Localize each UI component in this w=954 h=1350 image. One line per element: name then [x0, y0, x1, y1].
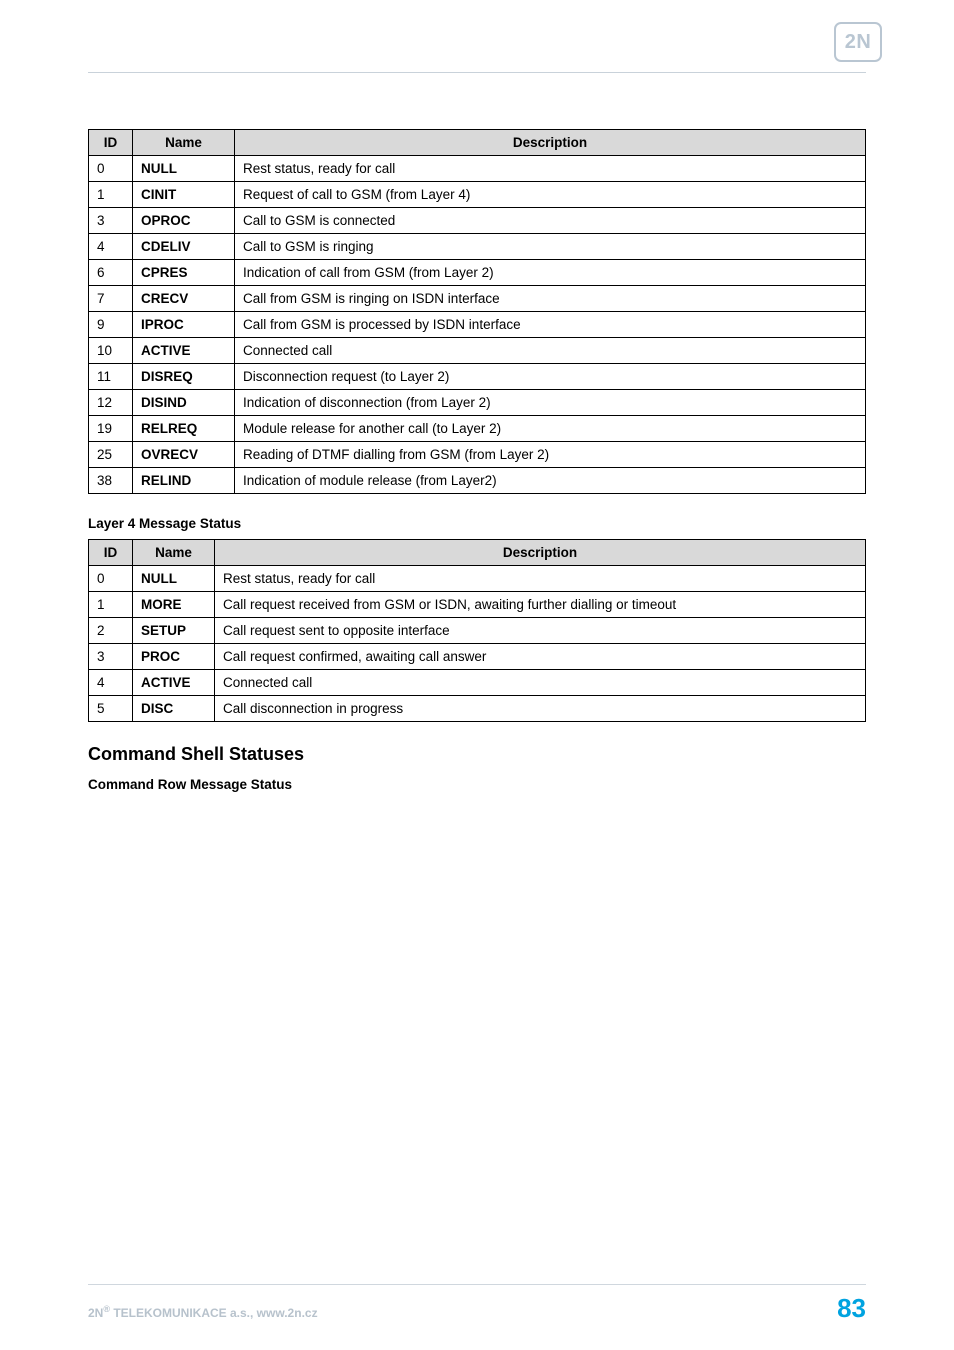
- table-row: 19RELREQModule release for another call …: [89, 416, 866, 442]
- cell-description: Call disconnection in progress: [215, 696, 866, 722]
- cell-name: ACTIVE: [133, 338, 235, 364]
- cell-name: CINIT: [133, 182, 235, 208]
- page-footer: 2N® TELEKOMUNIKACE a.s., www.2n.cz 83: [88, 1284, 866, 1324]
- table-row: 11DISREQDisconnection request (to Layer …: [89, 364, 866, 390]
- table-row: 9IPROCCall from GSM is processed by ISDN…: [89, 312, 866, 338]
- cell-id: 0: [89, 566, 133, 592]
- cell-name: CRECV: [133, 286, 235, 312]
- cell-id: 1: [89, 592, 133, 618]
- table-row: 1MORECall request received from GSM or I…: [89, 592, 866, 618]
- table-row: 2SETUPCall request sent to opposite inte…: [89, 618, 866, 644]
- cell-name: OPROC: [133, 208, 235, 234]
- cell-id: 5: [89, 696, 133, 722]
- cell-description: Indication of module release (from Layer…: [235, 468, 866, 494]
- cell-id: 7: [89, 286, 133, 312]
- cell-description: Call to GSM is connected: [235, 208, 866, 234]
- col-id: ID: [89, 130, 133, 156]
- cell-name: RELREQ: [133, 416, 235, 442]
- cell-description: Indication of call from GSM (from Layer …: [235, 260, 866, 286]
- table-row: 3OPROCCall to GSM is connected: [89, 208, 866, 234]
- cell-id: 2: [89, 618, 133, 644]
- heading-command-shell-statuses: Command Shell Statuses: [88, 744, 866, 765]
- cell-id: 25: [89, 442, 133, 468]
- registered-mark-icon: ®: [103, 1304, 110, 1314]
- table-row: 4CDELIVCall to GSM is ringing: [89, 234, 866, 260]
- cell-id: 4: [89, 670, 133, 696]
- col-desc: Description: [215, 540, 866, 566]
- cell-name: DISREQ: [133, 364, 235, 390]
- cell-description: Module release for another call (to Laye…: [235, 416, 866, 442]
- cell-description: Call to GSM is ringing: [235, 234, 866, 260]
- cell-description: Indication of disconnection (from Layer …: [235, 390, 866, 416]
- cell-id: 10: [89, 338, 133, 364]
- cell-id: 3: [89, 644, 133, 670]
- layer3-status-table: ID Name Description 0NULLRest status, re…: [88, 129, 866, 494]
- cell-name: CDELIV: [133, 234, 235, 260]
- cell-name: ACTIVE: [133, 670, 215, 696]
- cell-description: Call request confirmed, awaiting call an…: [215, 644, 866, 670]
- col-name: Name: [133, 130, 235, 156]
- cell-id: 19: [89, 416, 133, 442]
- cell-id: 6: [89, 260, 133, 286]
- table-row: 0NULLRest status, ready for call: [89, 156, 866, 182]
- cell-name: DISIND: [133, 390, 235, 416]
- table-row: 5DISCCall disconnection in progress: [89, 696, 866, 722]
- cell-description: Rest status, ready for call: [235, 156, 866, 182]
- table-row: 1CINITRequest of call to GSM (from Layer…: [89, 182, 866, 208]
- cell-name: RELIND: [133, 468, 235, 494]
- cell-name: SETUP: [133, 618, 215, 644]
- cell-description: Reading of DTMF dialling from GSM (from …: [235, 442, 866, 468]
- col-desc: Description: [235, 130, 866, 156]
- cell-name: OVRECV: [133, 442, 235, 468]
- cell-description: Call request sent to opposite interface: [215, 618, 866, 644]
- cell-description: Call from GSM is ringing on ISDN interfa…: [235, 286, 866, 312]
- table-row: 12DISINDIndication of disconnection (fro…: [89, 390, 866, 416]
- cell-id: 38: [89, 468, 133, 494]
- cell-id: 1: [89, 182, 133, 208]
- cell-name: NULL: [133, 566, 215, 592]
- page-number: 83: [837, 1293, 866, 1324]
- layer4-status-table: ID Name Description 0NULLRest status, re…: [88, 539, 866, 722]
- cell-name: CPRES: [133, 260, 235, 286]
- cell-name: DISC: [133, 696, 215, 722]
- table-header-row: ID Name Description: [89, 130, 866, 156]
- cell-id: 0: [89, 156, 133, 182]
- table-row: 4ACTIVEConnected call: [89, 670, 866, 696]
- cell-id: 9: [89, 312, 133, 338]
- col-id: ID: [89, 540, 133, 566]
- cell-description: Call from GSM is processed by ISDN inter…: [235, 312, 866, 338]
- footer-company-rest: TELEKOMUNIKACE a.s., www.2n.cz: [110, 1306, 318, 1320]
- table-row: 25OVRECVReading of DTMF dialling from GS…: [89, 442, 866, 468]
- section-title-layer4: Layer 4 Message Status: [88, 516, 866, 531]
- table-header-row: ID Name Description: [89, 540, 866, 566]
- brand-logo: 2N: [834, 22, 882, 62]
- cell-description: Connected call: [235, 338, 866, 364]
- cell-description: Disconnection request (to Layer 2): [235, 364, 866, 390]
- cell-description: Call request received from GSM or ISDN, …: [215, 592, 866, 618]
- cell-id: 11: [89, 364, 133, 390]
- footer-divider: [88, 1284, 866, 1285]
- cell-description: Rest status, ready for call: [215, 566, 866, 592]
- footer-company-text: 2N® TELEKOMUNIKACE a.s., www.2n.cz: [88, 1304, 318, 1320]
- logo-2n-icon: 2N: [834, 22, 882, 62]
- section-title-command-row: Command Row Message Status: [88, 777, 866, 792]
- table-row: 10ACTIVEConnected call: [89, 338, 866, 364]
- cell-id: 3: [89, 208, 133, 234]
- col-name: Name: [133, 540, 215, 566]
- cell-description: Connected call: [215, 670, 866, 696]
- cell-id: 12: [89, 390, 133, 416]
- table-row: 38RELINDIndication of module release (fr…: [89, 468, 866, 494]
- table-row: 6CPRESIndication of call from GSM (from …: [89, 260, 866, 286]
- cell-description: Request of call to GSM (from Layer 4): [235, 182, 866, 208]
- cell-name: NULL: [133, 156, 235, 182]
- cell-id: 4: [89, 234, 133, 260]
- cell-name: IPROC: [133, 312, 235, 338]
- table-row: 7CRECVCall from GSM is ringing on ISDN i…: [89, 286, 866, 312]
- cell-name: MORE: [133, 592, 215, 618]
- table-row: 0NULLRest status, ready for call: [89, 566, 866, 592]
- cell-name: PROC: [133, 644, 215, 670]
- footer-brand: 2N: [88, 1306, 103, 1320]
- header-divider: [88, 72, 866, 73]
- table-row: 3PROCCall request confirmed, awaiting ca…: [89, 644, 866, 670]
